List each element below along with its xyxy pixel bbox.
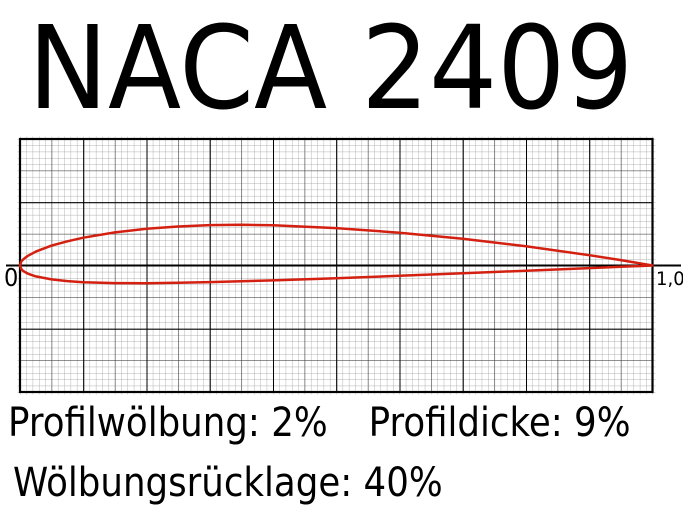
camber-label: Profilwölbung: 2%: [8, 400, 328, 446]
thickness-label: Profildicke: 9%: [368, 400, 631, 446]
camber-position-label: Wölbungsrücklage: 40%: [13, 460, 443, 506]
airfoil-curve: [18, 223, 654, 285]
parameters-line-1: Profilwölbung: 2% Profildicke: 9%: [8, 403, 631, 443]
x-tick-origin-label: 0: [4, 263, 19, 292]
figure-title: NACA 2409: [28, 2, 634, 136]
x-tick-end-label: 1,0: [656, 268, 683, 290]
parameters-line-2: Wölbungsrücklage: 40%: [13, 463, 443, 503]
